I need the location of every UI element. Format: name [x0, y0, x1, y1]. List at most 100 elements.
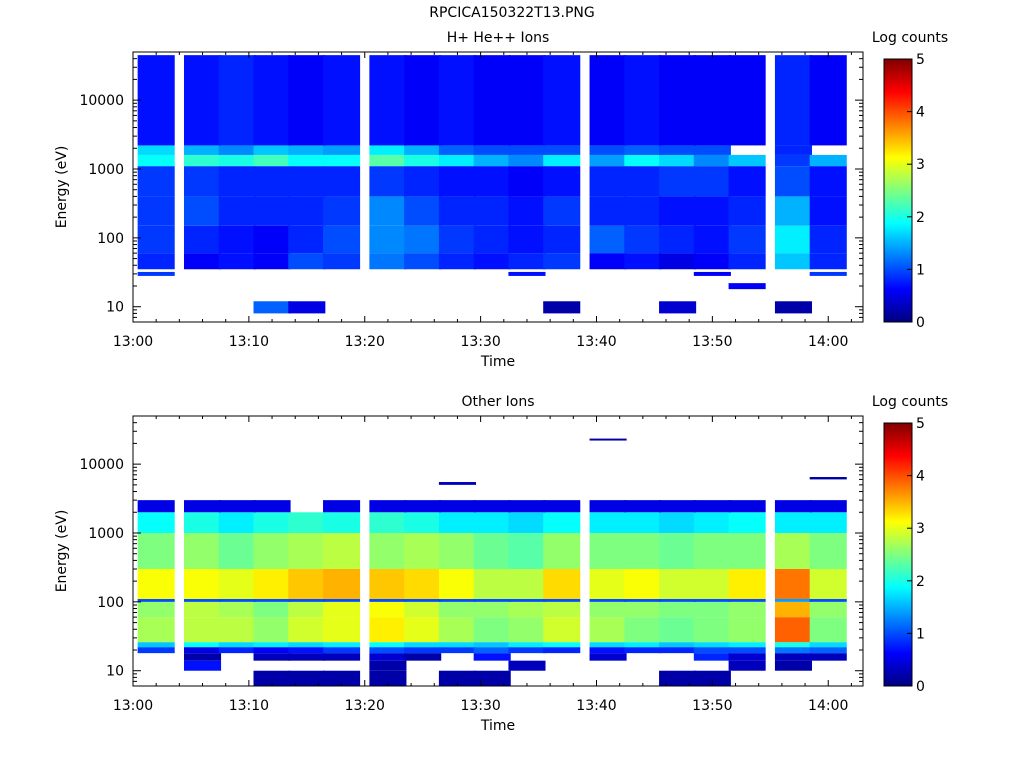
heatmap-cell	[183, 642, 222, 648]
heatmap-cell	[589, 617, 627, 643]
heatmap-cell	[774, 569, 813, 600]
heatmap-cell	[473, 601, 511, 618]
heatmap-cell	[543, 55, 581, 146]
y-tick-label: 10000	[79, 457, 124, 473]
heatmap-cell	[183, 601, 222, 618]
heatmap-cell	[323, 512, 361, 533]
heatmap-cell	[218, 196, 256, 226]
heatmap-cell	[693, 647, 731, 654]
heatmap-cell	[473, 166, 511, 197]
heatmap-cell	[543, 642, 581, 648]
heatmap-cell	[659, 500, 697, 513]
x-tick-label: 13:20	[345, 698, 385, 714]
heatmap-cell	[728, 253, 766, 270]
heatmap-cell	[624, 196, 662, 226]
heatmap-cell	[728, 532, 766, 570]
heatmap-cell	[438, 482, 476, 485]
heatmap-cell	[438, 601, 476, 618]
heatmap-cell	[774, 647, 813, 654]
heatmap-cell	[774, 196, 813, 226]
heatmap-cell	[369, 647, 407, 654]
heatmap-cell	[473, 55, 511, 146]
heatmap-cell	[473, 500, 511, 513]
heatmap-cell	[693, 512, 731, 533]
y-tick-label: 10000	[79, 93, 124, 109]
heatmap-cell	[659, 166, 697, 197]
heatmap-cell	[369, 166, 407, 197]
heatmap-cell	[728, 283, 766, 290]
heatmap-cell	[693, 532, 731, 570]
heatmap-cell	[253, 647, 291, 654]
heatmap-cell	[323, 55, 361, 146]
heatmap-cell	[404, 642, 442, 648]
colorbar-tick-label: 5	[916, 52, 925, 68]
x-axis-label: Time	[480, 354, 515, 370]
heatmap-cell	[473, 642, 511, 648]
heatmap-cell	[589, 532, 627, 570]
heatmap-cell	[137, 196, 175, 226]
heatmap-cell	[473, 647, 511, 654]
heatmap-cell	[693, 617, 731, 643]
heatmap-cell	[774, 599, 813, 602]
heatmap-cell	[659, 647, 697, 654]
heatmap-cell	[624, 500, 662, 513]
heatmap-cell	[253, 154, 291, 167]
heatmap-cell	[369, 154, 407, 167]
heatmap-cells	[137, 438, 847, 686]
heatmap-cell	[728, 154, 766, 167]
heatmap-cell	[137, 225, 175, 254]
heatmap-cell	[589, 642, 627, 648]
heatmap-cell	[693, 154, 731, 167]
heatmap-cell	[404, 166, 442, 197]
heatmap-cell	[508, 647, 546, 654]
heatmap-cell	[693, 653, 731, 661]
heatmap-cell	[438, 569, 476, 600]
heatmap-cell	[659, 154, 697, 167]
heatmap-cell	[809, 253, 847, 270]
heatmap-cell	[218, 145, 256, 155]
heatmap-cell	[438, 670, 476, 686]
heatmap-cell	[543, 145, 581, 155]
heatmap-cell	[369, 55, 407, 146]
heatmap-cell	[137, 617, 175, 643]
heatmap-cell	[589, 166, 627, 197]
heatmap-cell	[323, 617, 361, 643]
heatmap-cell	[473, 196, 511, 226]
heatmap-cell	[659, 301, 697, 314]
heatmap-cell	[438, 500, 476, 513]
heatmap-cell	[404, 532, 442, 570]
heatmap-cell	[369, 660, 407, 671]
heatmap-cell	[624, 225, 662, 254]
heatmap-cell	[288, 225, 326, 254]
heatmap-cell	[288, 196, 326, 226]
heatmap-cell	[809, 55, 847, 146]
heatmap-cell	[693, 166, 731, 197]
heatmap-cell	[218, 642, 256, 648]
heatmap-cell	[543, 599, 581, 602]
heatmap-cell	[589, 438, 627, 441]
heatmap-cell	[543, 601, 581, 618]
x-tick-label: 13:00	[113, 698, 153, 714]
heatmap-cell	[183, 599, 222, 602]
heatmap-cell	[473, 670, 511, 686]
heatmap-cell	[218, 532, 256, 570]
heatmap-cell	[137, 166, 175, 197]
heatmap-cell	[589, 653, 627, 661]
y-tick-label: 100	[97, 595, 124, 611]
heatmap-cell	[253, 512, 291, 533]
heatmap-cell	[728, 617, 766, 643]
heatmap-cell	[253, 301, 291, 314]
panel-title: H+ He++ Ions	[447, 30, 550, 46]
y-axis-label: Energy (eV)	[54, 146, 70, 229]
heatmap-cell	[404, 512, 442, 533]
heatmap-cell	[473, 512, 511, 533]
heatmap-cell	[693, 599, 731, 602]
heatmap-cell	[624, 532, 662, 570]
heatmap-cell	[659, 617, 697, 643]
heatmap-cell	[589, 500, 627, 513]
heatmap-cell	[728, 660, 766, 671]
heatmap-cell	[809, 601, 847, 618]
heatmap-cell	[288, 653, 326, 661]
heatmap-cell	[508, 642, 546, 648]
